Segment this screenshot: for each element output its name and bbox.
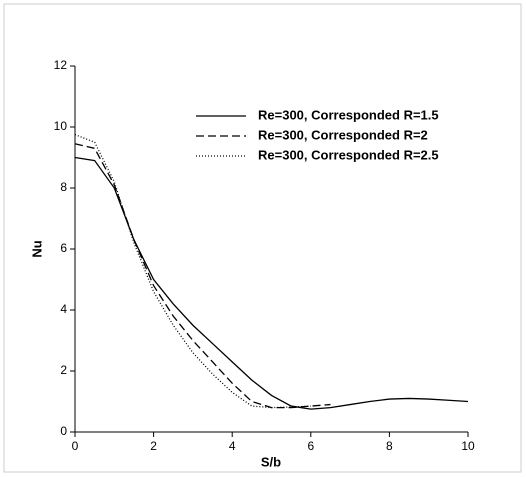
x-tick-label: 0 <box>72 439 79 453</box>
y-tick-label: 12 <box>54 58 68 72</box>
x-tick-label: 8 <box>386 439 393 453</box>
y-tick-label: 2 <box>60 363 67 377</box>
y-tick-label: 8 <box>60 180 67 194</box>
y-tick-label: 4 <box>60 302 67 316</box>
legend-text: Re=300, Corresponded R=2 <box>258 127 428 142</box>
x-axis-title: S/b <box>261 454 281 469</box>
y-tick-label: 6 <box>60 241 67 255</box>
y-tick-label: 10 <box>54 119 68 133</box>
y-axis-title: Nu <box>29 240 44 257</box>
legend-text: Re=300, Corresponded R=2.5 <box>258 147 439 162</box>
data-line <box>74 156 469 410</box>
data-line <box>74 143 331 409</box>
data-line <box>74 134 311 409</box>
legend-text: Re=300, Corresponded R=1.5 <box>258 107 439 122</box>
x-tick-label: 10 <box>461 439 475 453</box>
x-tick-label: 6 <box>307 439 314 453</box>
y-tick-label: 0 <box>60 424 67 438</box>
x-tick-label: 4 <box>229 439 236 453</box>
x-tick-label: 2 <box>150 439 157 453</box>
frame <box>3 3 522 473</box>
